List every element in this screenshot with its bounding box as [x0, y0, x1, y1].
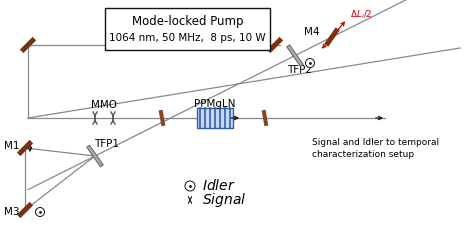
Polygon shape: [262, 110, 268, 126]
Bar: [105, 8, 270, 50]
Text: MMO: MMO: [91, 100, 117, 110]
Text: $\it{Signal}$: $\it{Signal}$: [202, 191, 246, 209]
Text: $\Delta L_i/2$: $\Delta L_i/2$: [350, 9, 373, 21]
Text: M4: M4: [304, 27, 320, 37]
Polygon shape: [267, 37, 283, 53]
Polygon shape: [87, 145, 103, 167]
Text: TFP2: TFP2: [288, 65, 312, 75]
Bar: [197, 108, 233, 128]
Polygon shape: [287, 45, 303, 66]
Text: $\it{Idler}$: $\it{Idler}$: [202, 179, 236, 194]
Text: M1: M1: [4, 141, 20, 151]
Polygon shape: [324, 27, 340, 47]
Polygon shape: [159, 110, 165, 126]
Text: Mode-locked Pump: Mode-locked Pump: [132, 15, 243, 28]
Text: TFP1: TFP1: [94, 139, 119, 149]
Text: 1064 nm, 50 MHz,  8 ps, 10 W: 1064 nm, 50 MHz, 8 ps, 10 W: [109, 33, 266, 43]
Circle shape: [306, 59, 315, 68]
Polygon shape: [17, 140, 33, 156]
Text: PPMgLN: PPMgLN: [194, 99, 236, 109]
Polygon shape: [20, 37, 36, 53]
Polygon shape: [17, 202, 33, 218]
Text: M2: M2: [442, 0, 457, 1]
Circle shape: [36, 207, 45, 216]
Circle shape: [185, 181, 195, 191]
Text: M3: M3: [4, 207, 20, 217]
Text: Signal and Idler to temporal
characterization setup: Signal and Idler to temporal characteriz…: [312, 138, 439, 159]
